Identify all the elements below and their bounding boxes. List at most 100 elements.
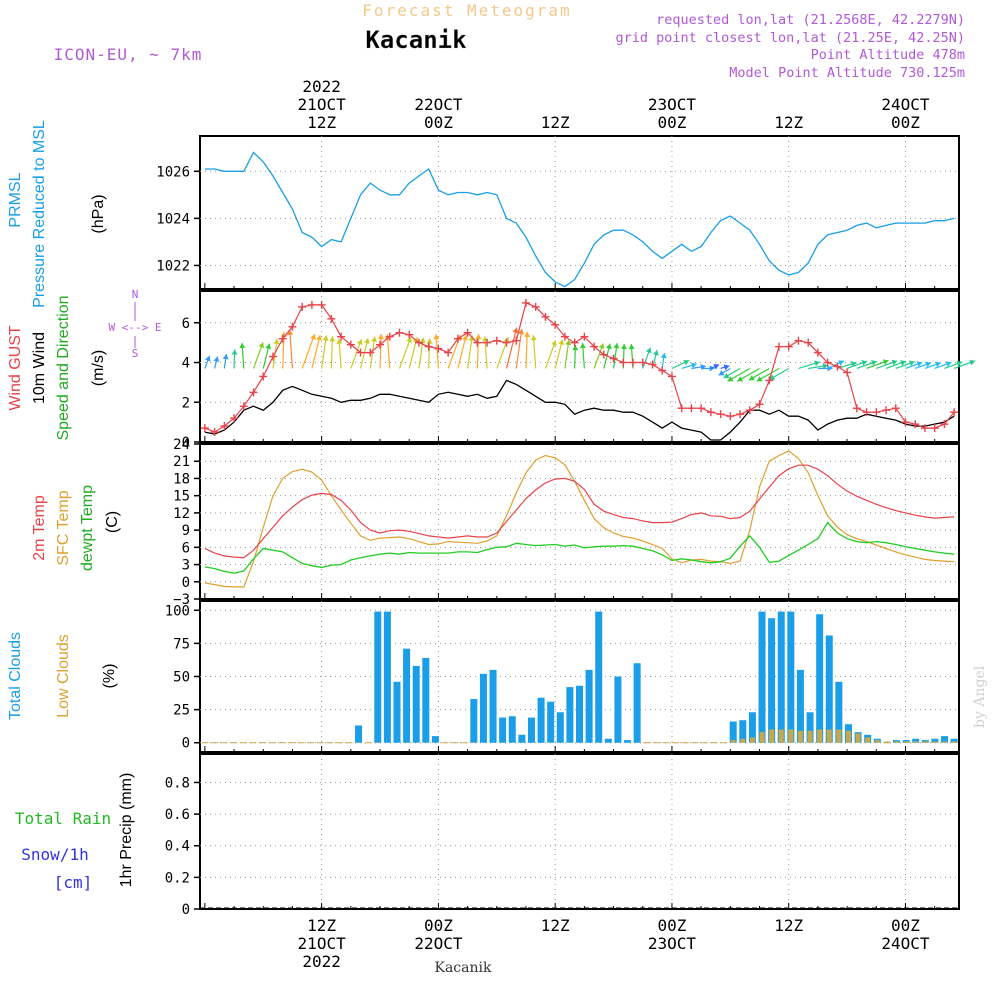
wind-arrow-head xyxy=(468,335,475,341)
wind-arrow-head xyxy=(827,365,833,372)
precip-ytick-label: 0.8 xyxy=(165,775,190,791)
wind-arrow-head xyxy=(628,344,635,350)
wind-arrow-head xyxy=(475,334,482,340)
wind-arrow-head xyxy=(900,360,906,366)
low-cloud-bar xyxy=(759,732,765,743)
temp-ytick-label: 12 xyxy=(173,506,190,522)
total-cloud-bar xyxy=(614,676,622,743)
total-cloud-bar xyxy=(633,663,641,743)
wind-arrow-head xyxy=(213,356,220,363)
wind-direction-arrow xyxy=(321,335,327,369)
total-rain-label: Total Rain xyxy=(15,809,111,828)
temp-ytick-label: 18 xyxy=(173,471,190,487)
total-cloud-bar xyxy=(739,720,747,743)
wind-arrow-head xyxy=(683,359,690,366)
wind-arrow-head xyxy=(239,342,246,349)
wind-direction-arrow xyxy=(457,334,467,369)
low-cloud-bar xyxy=(836,729,842,743)
compass-north: N xyxy=(132,288,139,301)
temp-unit: (C) xyxy=(104,511,121,533)
low-cloud-bar xyxy=(740,738,746,743)
wind-arrow-head xyxy=(336,338,343,344)
wind-arrow-head xyxy=(945,361,952,367)
wind-arrow-head xyxy=(378,334,385,340)
point-altitude: Point Altitude 478m xyxy=(811,47,965,63)
total-cloud-bar xyxy=(825,635,833,743)
pressure-label-prmsl: PRMSL xyxy=(7,172,24,227)
time-label: 12Z xyxy=(307,916,336,935)
total-cloud-bar xyxy=(729,721,737,743)
total-cloud-bar xyxy=(499,717,507,743)
wind-direction-arrow xyxy=(379,334,382,369)
wind-arrow-head xyxy=(316,335,322,341)
wind-arrow-head xyxy=(231,349,238,355)
model-altitude: Model Point Altitude 730.125m xyxy=(729,65,965,81)
pressure-line xyxy=(204,151,955,288)
temp-2m-label: 2m Temp xyxy=(31,495,48,561)
wind-arrow-head xyxy=(598,343,605,350)
wind-arrow-head xyxy=(579,342,586,349)
total-cloud-bar xyxy=(422,657,430,743)
clouds-unit: (%) xyxy=(101,664,118,689)
time-label: 12Z xyxy=(307,113,336,132)
time-label: 24OCT xyxy=(881,95,930,114)
wind-10m-label: 10m Wind xyxy=(31,332,48,404)
temp-ytick-label: 9 xyxy=(182,523,190,539)
total-cloud-bar xyxy=(537,697,545,743)
wind-arrow-head xyxy=(713,364,720,370)
wind-arrow-head xyxy=(512,327,519,334)
low-cloud-bar xyxy=(797,730,803,743)
clouds-ytick-label: 25 xyxy=(173,703,190,719)
clouds-ytick-label: 100 xyxy=(165,603,190,619)
low-cloud-bar xyxy=(807,730,813,743)
total-cloud-bar xyxy=(931,738,939,743)
time-label: 22OCT xyxy=(414,934,463,953)
low-cloud-bar xyxy=(788,729,794,743)
time-label: 21OCT xyxy=(298,95,347,114)
low-cloud-bar xyxy=(893,741,899,743)
wind-direction-arrow xyxy=(505,327,518,369)
wind-arrow-head xyxy=(265,343,272,350)
time-label: 00Z xyxy=(657,113,686,132)
wind-arrow-head xyxy=(925,361,931,368)
wind-direction-arrow xyxy=(525,331,528,369)
wind-arrow-head xyxy=(433,334,440,340)
wind-direction-arrow xyxy=(435,334,440,369)
total-cloud-bar xyxy=(585,669,593,743)
pressure-label-desc: Pressure Reduced to MSL xyxy=(31,120,48,308)
wind-ytick-label: 4 xyxy=(182,356,190,372)
temp-ytick-label: 6 xyxy=(182,540,190,556)
snow-label: Snow/1h xyxy=(21,845,88,864)
pressure-ytick-label: 1024 xyxy=(156,211,190,227)
wind-panel: 0 2 4 6 xyxy=(182,290,976,451)
wind-unit: (m/s) xyxy=(90,350,107,386)
total-cloud-bar xyxy=(787,611,795,743)
total-cloud-bar xyxy=(403,648,411,743)
clouds-ytick-label: 75 xyxy=(173,636,190,652)
wind-arrow-head xyxy=(518,328,525,335)
wind-arrow-head xyxy=(310,334,316,340)
low-cloud-bar xyxy=(913,741,919,743)
total-cloud-bar xyxy=(604,738,612,743)
total-cloud-bar xyxy=(816,614,824,743)
total-cloud-bar xyxy=(768,618,776,743)
total-cloud-bar xyxy=(892,740,900,743)
gridpoint-coords: grid point closest lon,lat (21.25E, 42.2… xyxy=(616,30,966,46)
wind-ytick-label: 2 xyxy=(182,395,190,411)
wind-arrow-head xyxy=(620,344,627,350)
clouds-ytick-label: 50 xyxy=(173,670,190,686)
temp-ytick-label: 15 xyxy=(173,489,190,505)
temp-ytick-label: 0 xyxy=(182,575,190,591)
pressure-frame xyxy=(199,135,960,290)
wind-direction-arrow xyxy=(359,338,369,369)
wind-arrow-head xyxy=(406,337,412,343)
precip-frame xyxy=(199,753,960,910)
total-cloud-bar xyxy=(921,740,929,743)
wind-gust-label: Wind GUST xyxy=(7,325,24,411)
watermark: by Angel xyxy=(972,665,988,728)
wind-arrow-head xyxy=(882,359,889,366)
clouds-ytick-label: 0 xyxy=(182,736,190,752)
wind-arrow-head xyxy=(558,339,565,345)
